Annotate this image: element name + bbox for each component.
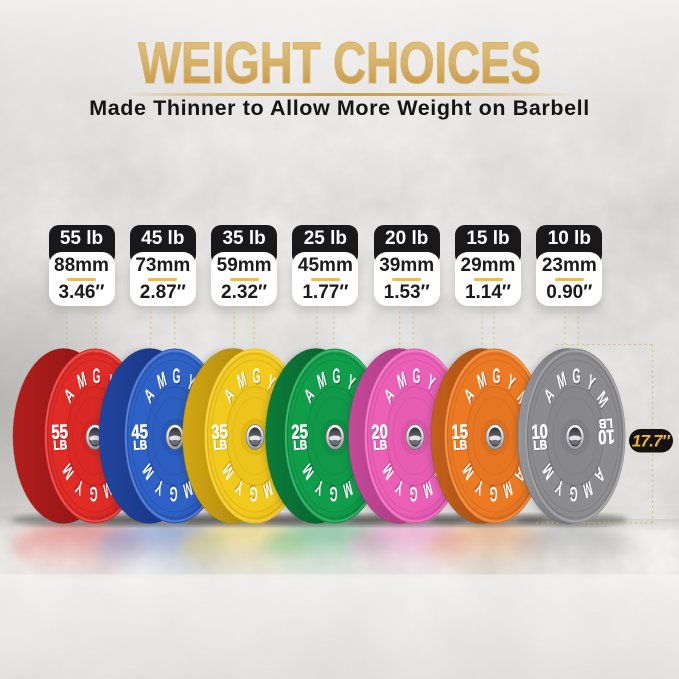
svg-text:20: 20 <box>372 421 390 445</box>
svg-text:25: 25 <box>292 421 310 445</box>
svg-text:55: 55 <box>51 420 69 444</box>
svg-text:G: G <box>173 367 181 390</box>
svg-text:G: G <box>169 482 177 505</box>
svg-text:G: G <box>249 482 257 505</box>
svg-text:LB: LB <box>453 438 468 453</box>
svg-text:LB: LB <box>293 438 308 453</box>
svg-text:LB: LB <box>598 415 613 430</box>
svg-text:10: 10 <box>597 425 615 449</box>
svg-text:G: G <box>169 480 177 503</box>
svg-text:LB: LB <box>213 438 228 453</box>
svg-text:LB: LB <box>597 414 612 429</box>
svg-text:G: G <box>329 482 337 505</box>
svg-text:LB: LB <box>454 439 469 454</box>
svg-text:G: G <box>572 365 580 388</box>
svg-text:LB: LB <box>54 439 69 454</box>
svg-text:15: 15 <box>451 420 469 444</box>
svg-text:LB: LB <box>134 439 149 454</box>
svg-text:G: G <box>172 365 180 388</box>
svg-text:G: G <box>412 365 420 388</box>
svg-text:35: 35 <box>212 421 230 445</box>
svg-text:35: 35 <box>211 420 229 444</box>
svg-text:G: G <box>249 480 257 503</box>
svg-text:G: G <box>252 365 260 388</box>
svg-text:G: G <box>409 480 417 503</box>
svg-text:LB: LB <box>214 439 229 454</box>
svg-text:15: 15 <box>452 421 470 445</box>
svg-text:10: 10 <box>596 424 614 448</box>
svg-text:G: G <box>493 367 501 390</box>
svg-text:17.7″: 17.7″ <box>632 432 671 451</box>
svg-text:25: 25 <box>291 420 309 444</box>
svg-text:G: G <box>329 480 337 503</box>
svg-text:LB: LB <box>534 439 549 454</box>
svg-text:45: 45 <box>132 421 150 445</box>
svg-text:G: G <box>489 482 497 505</box>
svg-text:G: G <box>253 367 261 390</box>
svg-text:20: 20 <box>371 420 389 444</box>
svg-text:45: 45 <box>131 420 149 444</box>
svg-text:LB: LB <box>53 438 68 453</box>
svg-text:10: 10 <box>531 420 549 444</box>
svg-text:G: G <box>569 482 577 505</box>
svg-text:LB: LB <box>374 439 389 454</box>
svg-text:LB: LB <box>533 438 548 453</box>
svg-text:LB: LB <box>133 438 148 453</box>
svg-text:G: G <box>332 365 340 388</box>
svg-text:55: 55 <box>52 421 70 445</box>
svg-text:LB: LB <box>294 439 309 454</box>
svg-text:G: G <box>492 365 500 388</box>
svg-text:LB: LB <box>373 438 388 453</box>
svg-text:G: G <box>89 482 97 505</box>
svg-text:G: G <box>92 365 100 388</box>
svg-text:G: G <box>569 480 577 503</box>
svg-text:G: G <box>409 482 417 505</box>
svg-text:G: G <box>333 367 341 390</box>
svg-text:10: 10 <box>532 421 550 445</box>
svg-text:G: G <box>93 367 101 390</box>
svg-text:G: G <box>89 480 97 503</box>
svg-text:G: G <box>573 367 581 390</box>
svg-text:G: G <box>413 367 421 390</box>
svg-text:G: G <box>489 480 497 503</box>
